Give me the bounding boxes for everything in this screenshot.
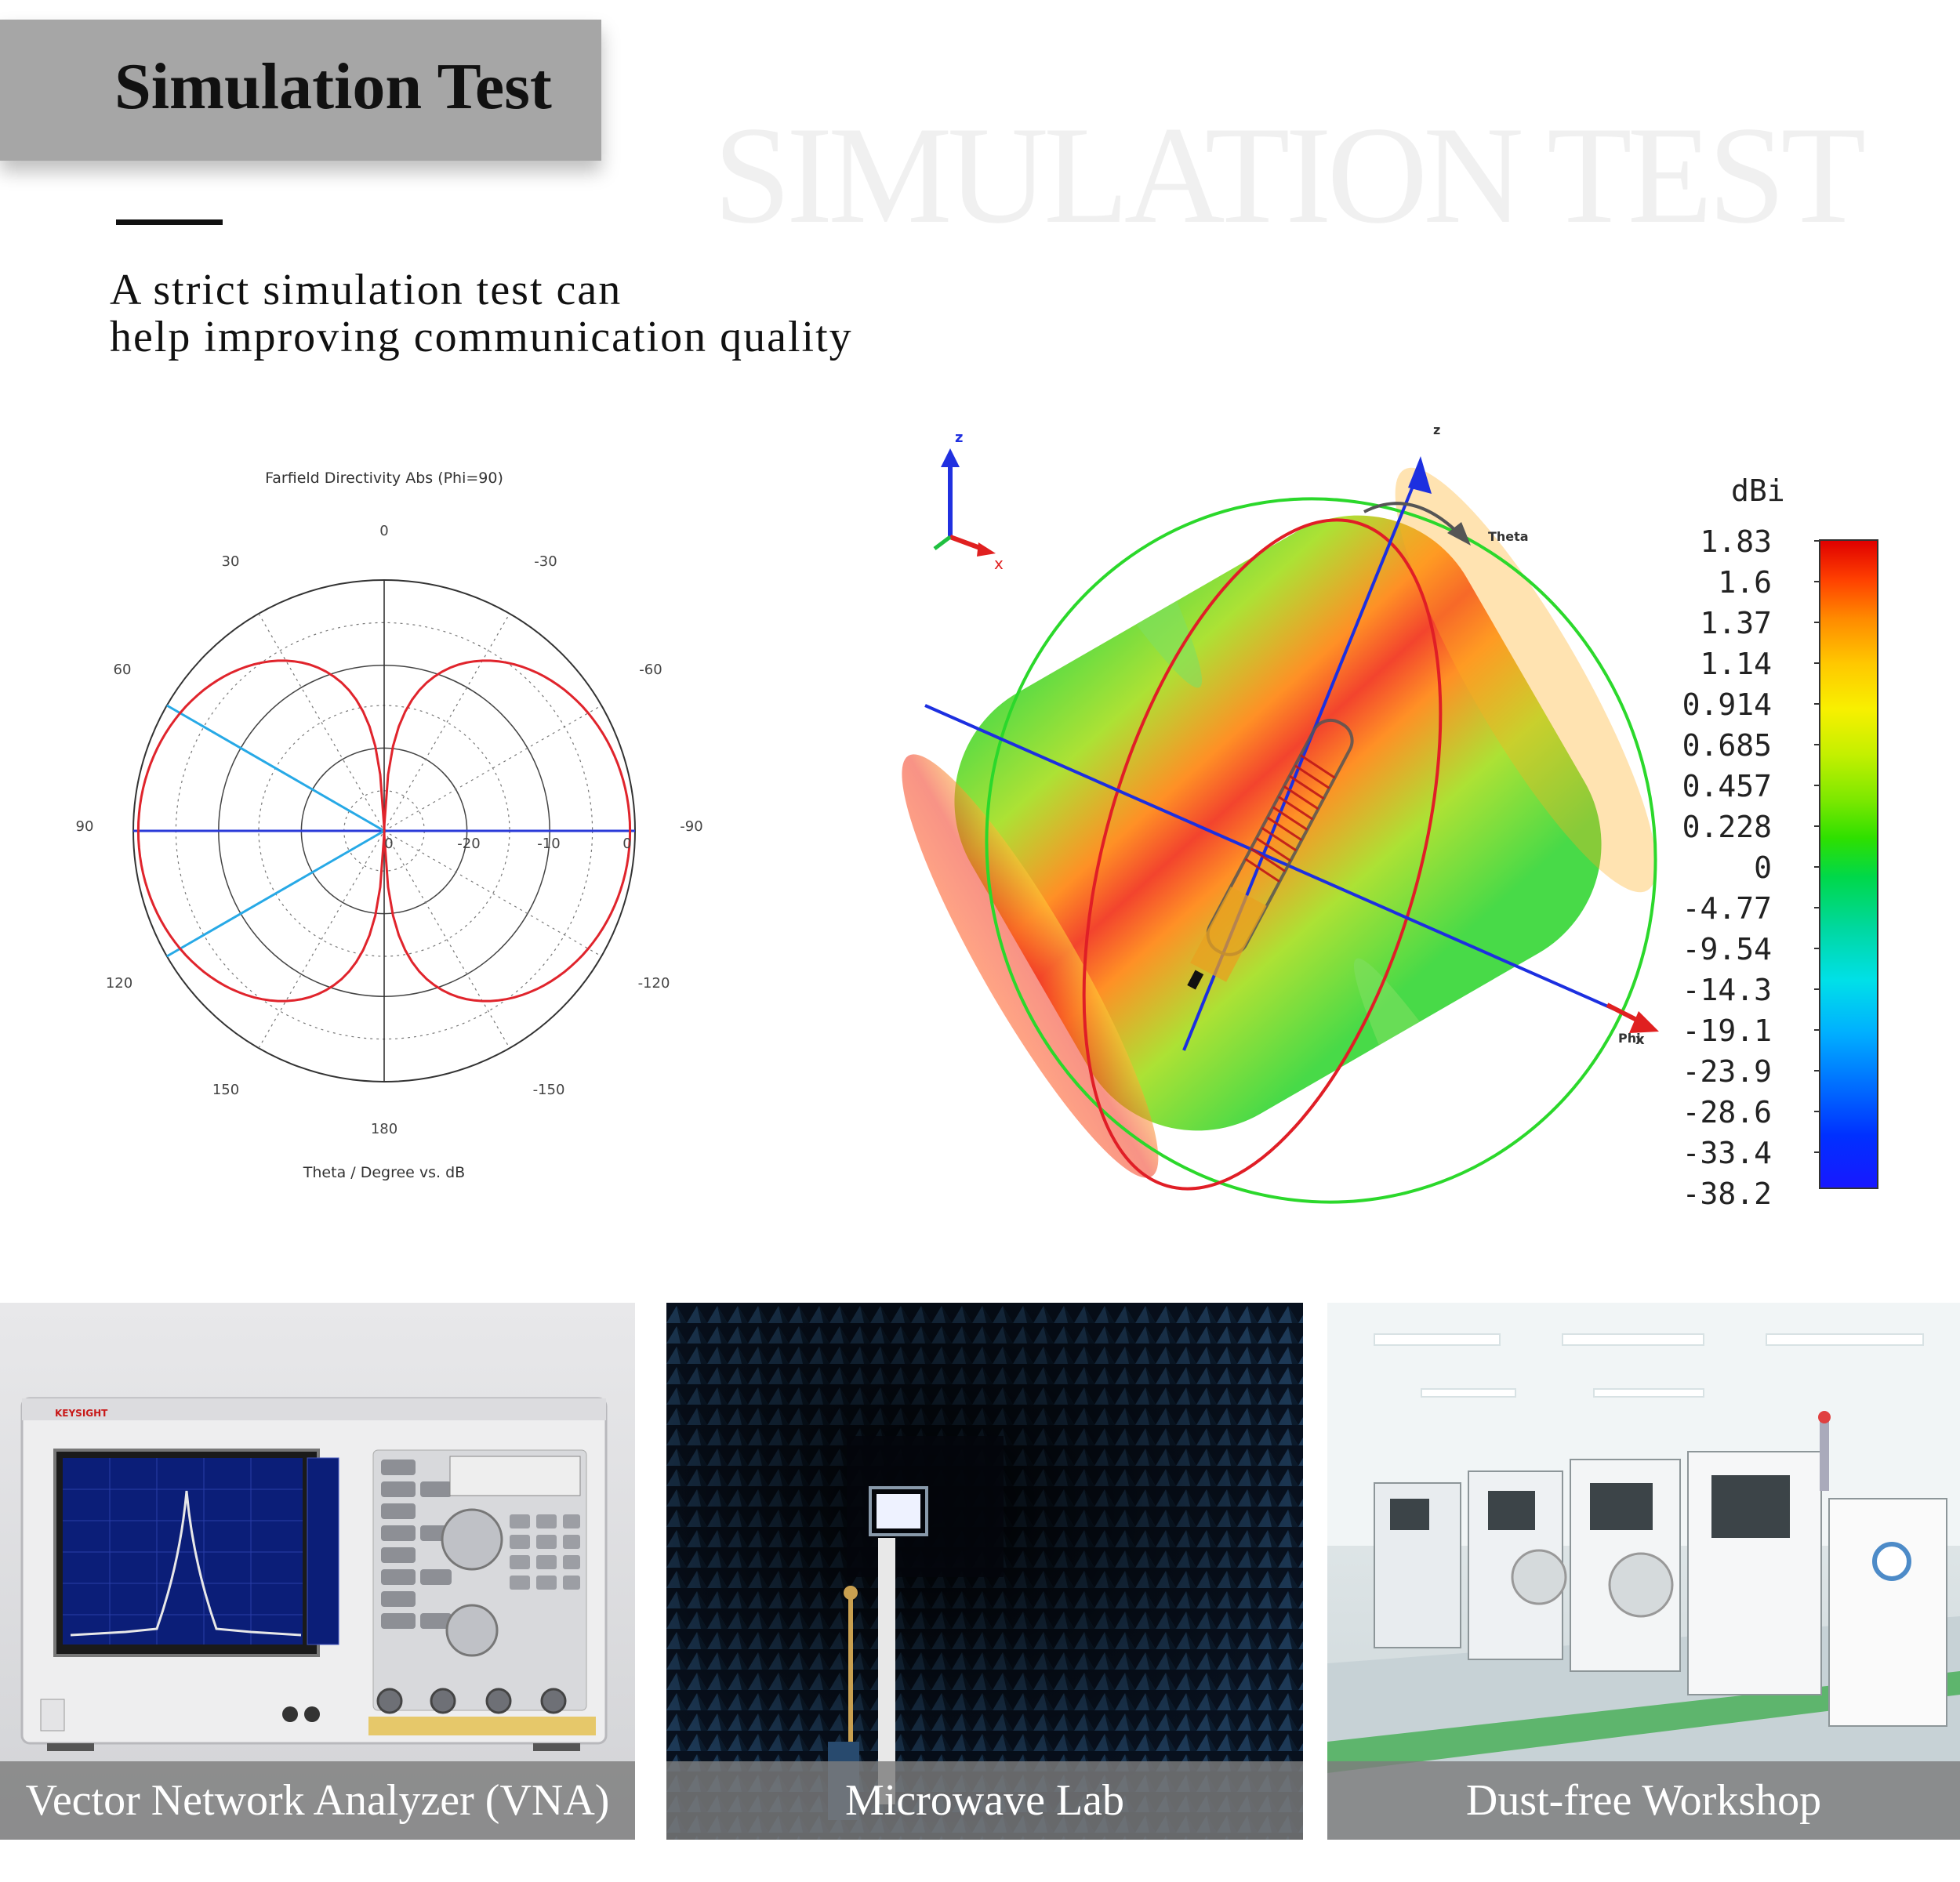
colorbar-label: 1.6 — [1718, 565, 1772, 600]
theta-label: Theta — [1488, 529, 1529, 544]
colorbar-label: 0.685 — [1682, 728, 1772, 763]
angle-label-90: 90 — [76, 818, 94, 835]
polar-farfield-chart: Farfield Directivity Abs (Phi=90) 0 180 … — [76, 470, 703, 1181]
anechoic-chamber-illustration — [666, 1303, 1303, 1840]
triad-z-label: z — [955, 430, 963, 446]
workshop-illustration — [1327, 1303, 1960, 1840]
colorbar-label: -9.54 — [1682, 932, 1772, 966]
x-axis-label: x — [1635, 1032, 1645, 1048]
colorbar — [1819, 539, 1878, 1189]
colorbar-label: 1.83 — [1700, 524, 1772, 559]
angle-label-150: 150 — [212, 1082, 239, 1098]
workshop-caption: Dust-free Workshop — [1327, 1761, 1960, 1840]
colorbar-label: -14.3 — [1682, 973, 1772, 1007]
angle-label-neg150: -150 — [533, 1082, 565, 1098]
pattern-phi-axis — [924, 704, 1616, 1011]
phi-label: Phi — [1618, 1031, 1641, 1046]
workshop-photo-panel: Dust-free Workshop — [1327, 1303, 1960, 1840]
microwave-lab-caption: Microwave Lab — [666, 1761, 1303, 1840]
polar-marker-line — [166, 829, 385, 958]
polar-pattern-curve — [136, 659, 632, 1003]
x-axis-arrow-head — [1629, 1011, 1659, 1033]
vna-brand-label: KEYSIGHT — [55, 1408, 108, 1419]
angle-label-30: 30 — [222, 553, 240, 570]
title-watermark: SIMULATION TEST — [713, 97, 1866, 252]
vna-photo-panel: KEYSIGHT — [0, 1303, 635, 1840]
pattern-body — [902, 467, 1657, 1178]
radial-label-neg10: -10 — [537, 836, 560, 852]
colorbar-label: 0 — [1754, 850, 1772, 885]
microwave-lab-photo-panel: Microwave Lab — [666, 1303, 1303, 1840]
triad-x-label: x — [994, 554, 1004, 573]
angle-label-neg30: -30 — [534, 553, 557, 570]
colorbar-label: -4.77 — [1682, 891, 1772, 926]
polar-marker-lines — [166, 704, 385, 958]
subtitle-line-2: help improving communication quality — [110, 313, 853, 361]
orientation-triad: z x — [933, 430, 1004, 573]
title-underline — [116, 219, 223, 225]
vna-caption: Vector Network Analyzer (VNA) — [0, 1761, 635, 1840]
colorbar-unit: dBi — [1731, 473, 1785, 508]
radial-label-center: 0 — [384, 836, 393, 852]
colorbar-label: -19.1 — [1682, 1014, 1772, 1048]
radial-label-0: 0 — [622, 836, 631, 852]
colorbar-label: -33.4 — [1682, 1136, 1772, 1170]
angle-label-60: 60 — [114, 662, 132, 678]
pattern-red-circle — [1082, 518, 1443, 1191]
polar-radial-labels: 0 -20 -10 0 — [384, 836, 631, 852]
polar-angle-labels: 0 180 90 -90 30 -30 60 -60 120 -120 150 … — [76, 523, 703, 1137]
polar-chart-title: Farfield Directivity Abs (Phi=90) — [265, 470, 503, 487]
z-axis-arrow — [1408, 456, 1432, 494]
colorbar-label: 1.37 — [1700, 606, 1772, 640]
polar-marker-line — [166, 704, 385, 832]
colorbar-labels: 1.83 1.6 1.37 1.14 0.914 0.685 0.457 0.228 0 -4.7… — [1654, 527, 1772, 1220]
angle-label-neg120: -120 — [638, 975, 670, 992]
vna-illustration: KEYSIGHT — [20, 1397, 608, 1751]
theta-arrow-icon — [1447, 522, 1471, 546]
angle-label-neg60: -60 — [639, 662, 662, 678]
colorbar-label: -28.6 — [1682, 1095, 1772, 1130]
angle-label-180: 180 — [371, 1121, 397, 1137]
radiation-pattern-3d: Theta z Phi x z x — [902, 422, 1659, 1204]
colorbar-label: -23.9 — [1682, 1054, 1772, 1089]
colorbar-label: 0.914 — [1682, 687, 1772, 722]
angle-label-0: 0 — [379, 523, 388, 539]
page-title: Simulation Test — [114, 50, 552, 123]
title-banner — [0, 20, 601, 161]
radial-label-neg20: -20 — [457, 836, 480, 852]
colorbar-label: 0.228 — [1682, 810, 1772, 844]
colorbar-label: -38.2 — [1682, 1177, 1772, 1211]
angle-label-neg90: -90 — [680, 818, 702, 835]
antenna-model — [1187, 718, 1354, 990]
theta-arc — [1363, 502, 1460, 535]
subtitle-line-1: A strict simulation test can — [110, 266, 622, 314]
pattern-green-circle — [985, 497, 1657, 1204]
colorbar-label: 1.14 — [1700, 647, 1772, 681]
polar-x-axis-label: Theta / Degree vs. dB — [303, 1164, 465, 1181]
z-axis-label: z — [1433, 422, 1440, 437]
colorbar-label: 0.457 — [1682, 769, 1772, 803]
angle-label-120: 120 — [106, 975, 132, 992]
